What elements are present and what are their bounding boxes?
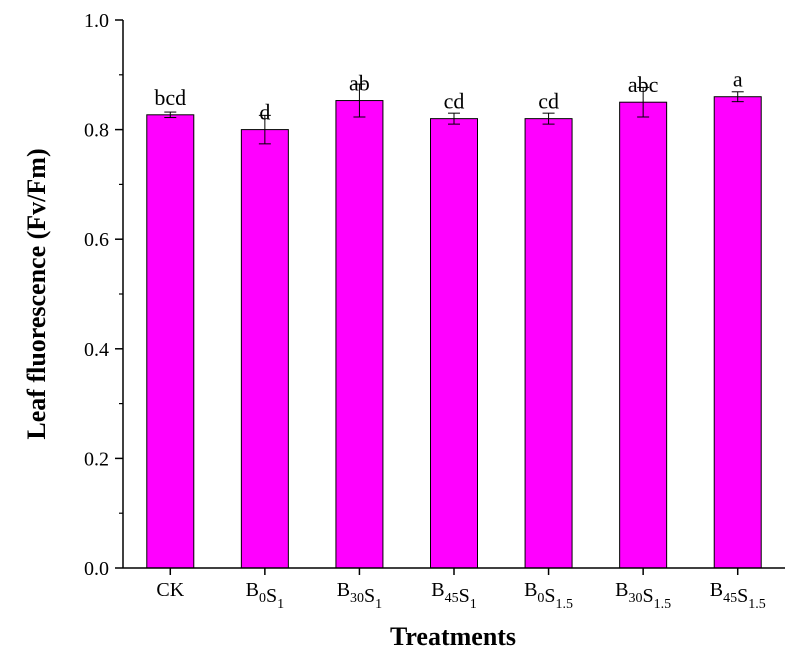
y-axis-title: Leaf fluorescence (Fv/Fm) <box>22 148 51 439</box>
y-ticks-group: 0.0 0.2 0.4 0.6 0.8 1.0 <box>84 10 123 580</box>
y-tick-label: 0.2 <box>84 448 109 470</box>
x-tick-label: CK <box>156 579 184 601</box>
error-bars-group <box>164 83 744 145</box>
x-tick-label: B30S1 <box>337 579 382 612</box>
bars-group <box>146 96 762 569</box>
x-axis-title: Treatments <box>390 622 516 651</box>
significance-label: d <box>259 100 270 125</box>
bar <box>335 100 384 569</box>
x-tick-label: B45S1 <box>431 579 476 612</box>
significance-label: bcd <box>154 85 186 110</box>
y-tick-label: 1.0 <box>84 10 109 32</box>
significance-label: abc <box>628 72 659 97</box>
y-tick-label: 0.8 <box>84 120 109 142</box>
x-tick-label: B45S1.5 <box>710 579 766 612</box>
y-tick-label: 0.0 <box>84 558 109 580</box>
bar <box>146 114 195 569</box>
x-tick-label: B0S1.5 <box>524 579 573 612</box>
x-tick-label: B30S1.5 <box>615 579 671 612</box>
significance-label: ab <box>349 71 370 96</box>
significance-label: cd <box>444 89 465 114</box>
x-tick-label: B0S1 <box>246 579 284 612</box>
significance-label: cd <box>538 89 559 114</box>
bar <box>430 118 478 569</box>
significance-labels-group: bcd d ab cd cd abc a <box>154 67 742 125</box>
x-tick-labels-group: CK B0S1 B30S1 B45S1 B0S1.5 B30S1.5 B45S1.5 <box>156 568 766 612</box>
y-tick-label: 0.6 <box>84 229 109 251</box>
bar <box>619 101 668 569</box>
y-tick-label: 0.4 <box>84 339 109 361</box>
bar <box>713 96 762 569</box>
bar <box>524 118 573 569</box>
bar <box>240 129 289 569</box>
significance-label: a <box>733 67 743 92</box>
